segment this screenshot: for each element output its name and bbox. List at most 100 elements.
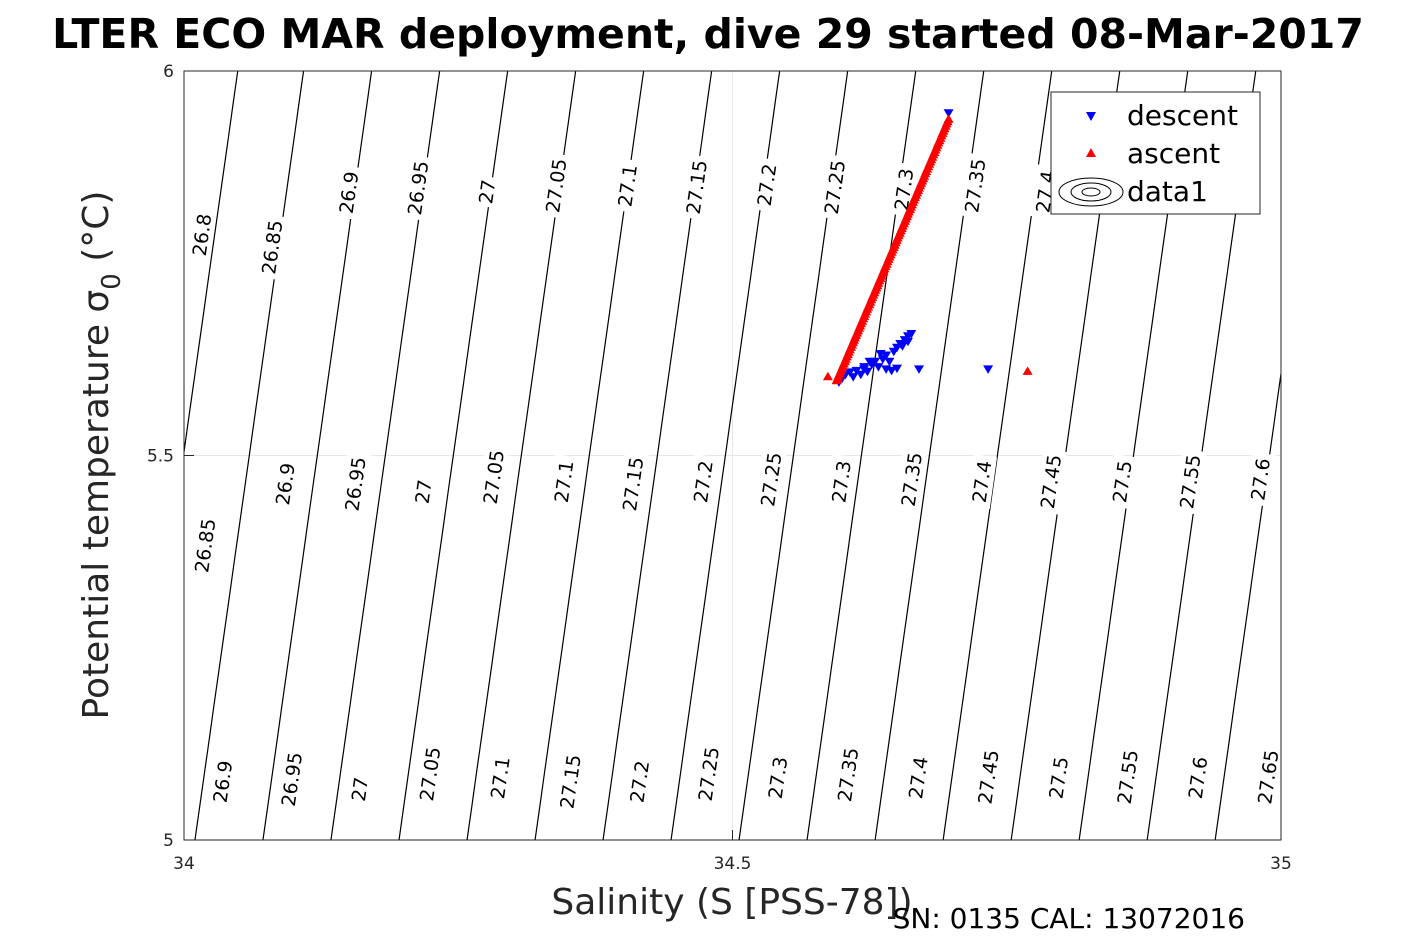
contour-label-bg bbox=[548, 454, 580, 510]
contour-label-bg bbox=[186, 207, 218, 263]
descent-point-29 bbox=[903, 337, 913, 347]
descent-point-14 bbox=[881, 351, 892, 360]
contour-label-bg bbox=[1042, 750, 1074, 806]
descent-point-4 bbox=[844, 368, 855, 377]
contour-label-group: 27.05 bbox=[413, 741, 446, 807]
contour-label-bg bbox=[1251, 744, 1285, 810]
data-series bbox=[822, 109, 1033, 387]
contour-label-bg bbox=[1034, 448, 1067, 515]
contour-label-group: 27.15 bbox=[680, 154, 713, 220]
contour-label-group: 27.6 bbox=[1182, 750, 1214, 806]
contour-label-bg bbox=[338, 451, 372, 517]
descent-point-7 bbox=[855, 370, 866, 380]
legend-marker-data1 bbox=[1058, 177, 1124, 207]
contour-label-group: 27.05 bbox=[477, 444, 510, 510]
contour-label-group: 26.9 bbox=[206, 754, 238, 810]
legend-label-ascent: ascent bbox=[1127, 137, 1220, 170]
contour-label-group: 27 bbox=[472, 175, 501, 209]
ascent-point-1 bbox=[1022, 366, 1033, 375]
contour-label-group: 27.55 bbox=[1111, 744, 1144, 810]
x-tick-label-1: 34.5 bbox=[714, 854, 752, 874]
descent-point-27 bbox=[875, 350, 886, 359]
contour-label-group: 27.65 bbox=[1251, 744, 1285, 810]
descent-point-21 bbox=[906, 330, 917, 339]
contour-label-group: 27 bbox=[409, 475, 438, 509]
ascent-point-0 bbox=[822, 371, 833, 381]
x-tick-label-2: 35 bbox=[1270, 854, 1292, 874]
ascent-trail-point-110 bbox=[943, 114, 954, 123]
y-axis-label-unit: (°C) bbox=[76, 191, 117, 274]
contour-label-bg bbox=[553, 748, 587, 815]
contour-label-group: 27.5 bbox=[1106, 454, 1138, 510]
descent-point-12 bbox=[873, 363, 884, 372]
contour-label-bg bbox=[409, 475, 438, 509]
contour-label-group: 26.95 bbox=[338, 451, 372, 517]
contour-label-bg bbox=[1182, 750, 1214, 806]
descent-point-0 bbox=[943, 109, 954, 118]
chart-title: LTER ECO MAR deployment, dive 29 started… bbox=[52, 10, 1364, 58]
contour-label-bg bbox=[332, 165, 365, 220]
contour-label-bg bbox=[484, 750, 516, 806]
contour-label-group: 27.25 bbox=[692, 741, 725, 807]
contour-label-group: 26.85 bbox=[188, 512, 222, 579]
contour-label-27-1: 27 bbox=[412, 478, 437, 505]
contour-label-bg bbox=[965, 454, 998, 510]
contour-label-group: 27.6 bbox=[1244, 451, 1276, 507]
contour-label-bg bbox=[895, 446, 928, 513]
y-axis-label-subscript: 0 bbox=[97, 273, 127, 290]
contour-label-bg bbox=[692, 741, 725, 807]
contour-label-bg bbox=[539, 152, 573, 219]
contour-label-bg bbox=[255, 214, 289, 280]
x-axis-label: Salinity (S [PSS-78]) bbox=[551, 882, 912, 923]
serial-calibration-note: SN: 0135 CAL: 13072016 bbox=[893, 902, 1245, 935]
legend-box bbox=[1050, 91, 1261, 215]
contour-label-bg bbox=[345, 772, 374, 806]
contour-label-27-0: 27 bbox=[348, 776, 373, 803]
y-tick-label-1: 5.5 bbox=[147, 447, 174, 467]
x-tick-label-0: 34 bbox=[173, 854, 195, 874]
contour-label-27-2: 27 bbox=[475, 178, 500, 205]
legend-label-data1: data1 bbox=[1127, 175, 1208, 208]
descent-point-15 bbox=[884, 357, 895, 367]
descent-point-28 bbox=[897, 342, 908, 351]
contour-label-bg bbox=[1106, 454, 1138, 510]
contour-label-group: 26.9 bbox=[332, 165, 365, 220]
contour-label-bg bbox=[623, 754, 655, 810]
descent-point-31 bbox=[983, 365, 994, 374]
y-tick-label-0: 5 bbox=[163, 831, 174, 851]
contour-label-group: 27.3 bbox=[761, 750, 794, 806]
contour-label-group: 27.1 bbox=[484, 750, 516, 806]
contour-label-group: 26.9 bbox=[269, 456, 301, 512]
contour-label-bg bbox=[401, 155, 434, 221]
contour-label-bg bbox=[761, 750, 794, 806]
descent-point-26 bbox=[864, 357, 875, 367]
contour-label-group: 27.35 bbox=[831, 741, 864, 808]
contour-line-26-8 bbox=[184, 71, 239, 457]
contour-label-group: 27 bbox=[345, 772, 374, 806]
legend-label-descent: descent bbox=[1127, 99, 1238, 132]
contour-label-bg bbox=[616, 451, 649, 517]
contour-label-group: 27.4 bbox=[965, 454, 998, 510]
descent-point-5 bbox=[848, 373, 859, 382]
contour-label-group: 27.2 bbox=[623, 754, 655, 810]
contour-label-bg bbox=[754, 446, 788, 513]
ascent-point-2 bbox=[831, 375, 842, 385]
y-axis-label-main: Potential temperature σ bbox=[76, 290, 117, 720]
contour-label-bg bbox=[958, 152, 992, 219]
contour-label-bg bbox=[818, 154, 851, 220]
contour-label-bg bbox=[206, 754, 238, 810]
contour-label-bg bbox=[687, 454, 719, 510]
contour-label-bg bbox=[971, 744, 1005, 810]
contour-label-bg bbox=[188, 512, 222, 579]
contour-label-bg bbox=[902, 750, 934, 806]
descent-point-23 bbox=[886, 366, 897, 376]
contour-label-bg bbox=[477, 444, 510, 510]
contour-label-bg bbox=[750, 157, 783, 213]
descent-point-25 bbox=[859, 363, 870, 372]
y-axis-label: Potential temperature σ0 (°C) bbox=[76, 191, 127, 720]
contour-label-bg bbox=[472, 175, 501, 209]
legend-marker-descent bbox=[1086, 112, 1096, 121]
contour-label-bg bbox=[275, 746, 308, 813]
descent-point-30 bbox=[914, 365, 924, 374]
